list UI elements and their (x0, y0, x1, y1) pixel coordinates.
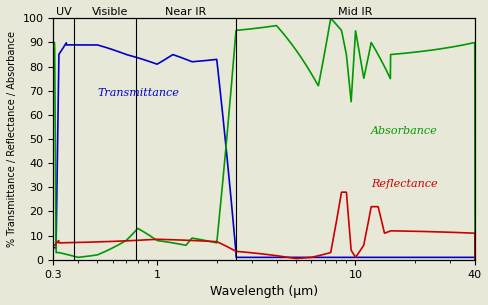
Text: Transmittance: Transmittance (97, 88, 179, 98)
X-axis label: Wavelength (μm): Wavelength (μm) (210, 285, 318, 298)
Y-axis label: % Transmittance / Reflectance / Absorbance: % Transmittance / Reflectance / Absorban… (7, 31, 17, 247)
Text: Absorbance: Absorbance (370, 126, 437, 136)
Text: Reflectance: Reflectance (370, 179, 437, 189)
